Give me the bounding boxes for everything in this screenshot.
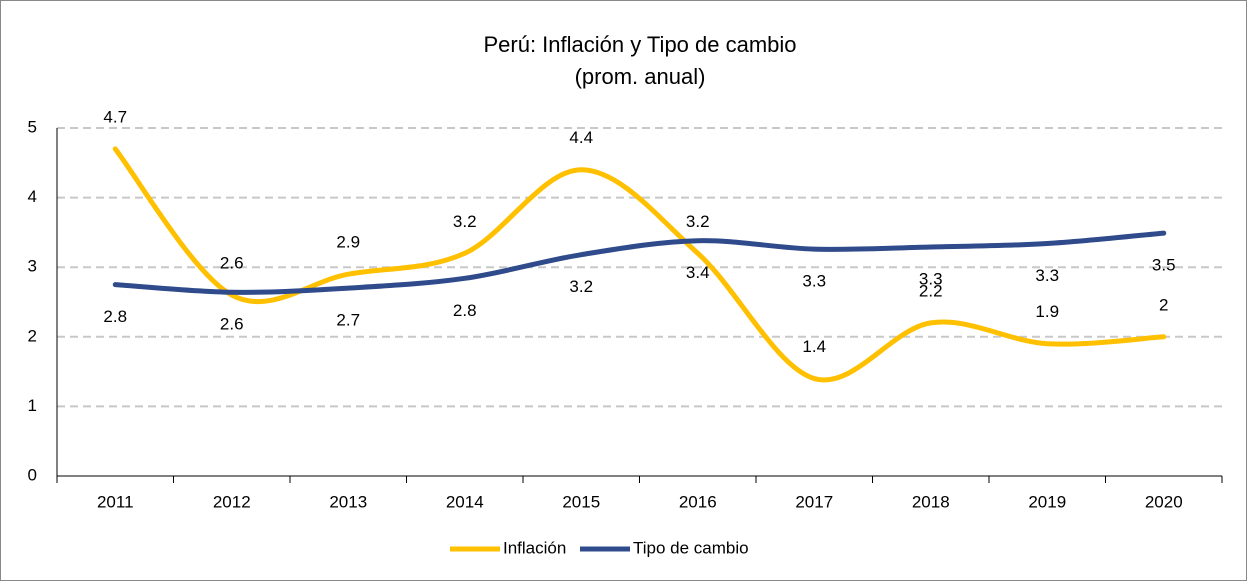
x-tick-label: 2011 <box>97 492 134 511</box>
y-tick-label: 4 <box>28 187 37 206</box>
data-label: 3.2 <box>569 277 593 296</box>
line <box>112 146 1167 383</box>
data-label: 3.3 <box>1035 266 1059 285</box>
y-tick-label: 0 <box>28 465 37 484</box>
data-label: 3.2 <box>686 212 710 231</box>
x-tick-label: 2020 <box>1145 492 1183 511</box>
chart-subtitle: (prom. anual) <box>575 64 706 89</box>
y-tick-label: 1 <box>28 396 37 415</box>
data-label: 2.8 <box>103 307 127 326</box>
x-tick-label: 2013 <box>329 492 367 511</box>
y-tick-label: 3 <box>28 257 37 276</box>
legend-label: Tipo de cambio <box>633 538 749 557</box>
x-tick-label: 2017 <box>795 492 833 511</box>
y-tick-label: 2 <box>28 326 37 345</box>
data-label: 3.5 <box>1152 256 1176 275</box>
line <box>112 230 1167 295</box>
data-label: 1.9 <box>1035 302 1059 321</box>
data-label: 4.4 <box>569 128 593 147</box>
data-label: 2.6 <box>220 315 244 334</box>
data-label: 4.7 <box>103 107 127 126</box>
x-tick-label: 2018 <box>912 492 950 511</box>
data-label: 2.7 <box>336 311 360 330</box>
data-label: 2.9 <box>336 233 360 252</box>
data-label: 2.6 <box>220 254 244 273</box>
data-label: 2.2 <box>919 281 943 300</box>
x-tick-label: 2015 <box>562 492 600 511</box>
chart-title: Perú: Inflación y Tipo de cambio <box>483 32 796 57</box>
data-label: 2 <box>1159 295 1168 314</box>
x-tick-label: 2016 <box>679 492 717 511</box>
data-label: 3.3 <box>802 272 826 291</box>
x-tick-label: 2014 <box>446 492 484 511</box>
data-label: 1.4 <box>802 337 826 356</box>
data-label: 3.3 <box>919 270 943 289</box>
x-tick-label: 2019 <box>1028 492 1066 511</box>
data-label: 2.8 <box>453 301 477 320</box>
y-tick-label: 5 <box>28 117 37 136</box>
data-label: 3.2 <box>453 212 477 231</box>
data-label: 3.4 <box>686 263 710 282</box>
x-tick-label: 2012 <box>213 492 251 511</box>
legend-label: Inflación <box>503 538 566 557</box>
